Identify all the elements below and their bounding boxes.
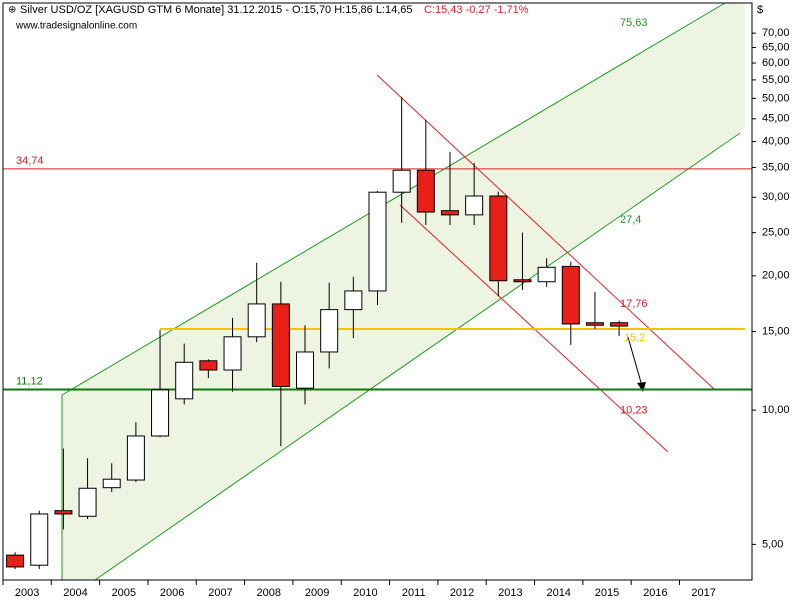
candle-body [30, 513, 49, 566]
x-tick-label: 2014 [546, 587, 570, 599]
y-tick-label: 5,00 [762, 538, 783, 550]
candle-body [78, 487, 97, 517]
y-tick-label: 35,00 [762, 161, 790, 173]
y-tick-label: 15,00 [762, 325, 790, 337]
x-tick-label: 2003 [15, 587, 39, 599]
x-tick-label: 2004 [63, 587, 87, 599]
horizontal-line-label: 15,2 [624, 332, 645, 344]
candle-body [465, 195, 484, 216]
candle-body [126, 435, 145, 481]
candle-body [102, 478, 121, 489]
y-tick-label: 30,00 [762, 191, 790, 203]
candle-body [6, 554, 25, 568]
y-tick-label: 40,00 [762, 135, 790, 147]
x-tick-label: 2009 [305, 587, 329, 599]
candle-body [537, 266, 556, 283]
annotation: 27,4 [620, 214, 641, 226]
x-tick-label: 2005 [112, 587, 136, 599]
x-tick-label: 2006 [160, 587, 184, 599]
chart-title: Silver USD/OZ [XAGUSD GTM 6 Monate] 31.1… [20, 4, 413, 16]
arrow [627, 336, 643, 387]
x-tick-label: 2013 [498, 587, 522, 599]
candle-body [392, 169, 411, 193]
candle-body [54, 510, 73, 515]
y-tick-label: 65,00 [762, 41, 790, 53]
y-tick-label: 55,00 [762, 74, 790, 86]
y-tick-label: 25,00 [762, 227, 790, 239]
candle-body [585, 322, 604, 326]
annotation: 10,23 [620, 405, 648, 417]
candle-body [271, 303, 290, 387]
horizontal-line-label: 11,12 [16, 375, 43, 387]
x-tick-label: 2012 [450, 587, 474, 599]
annotation: 17,76 [620, 298, 648, 310]
candle-body [175, 361, 194, 400]
x-tick-label: 2007 [208, 587, 232, 599]
subtitle: www.tradesignalonline.com [15, 21, 137, 32]
candle-body [320, 309, 339, 353]
candle-body [368, 191, 387, 292]
icon: ⊕ [8, 5, 16, 16]
x-tick-label: 2011 [402, 587, 426, 599]
y-unit: $ [757, 4, 763, 16]
x-tick-label: 2016 [643, 587, 667, 599]
y-tick-label: 10,00 [762, 404, 790, 416]
candle-body [296, 351, 315, 389]
trend-channel-fill [62, 3, 745, 580]
x-tick-label: 2008 [257, 587, 281, 599]
candle-body [489, 195, 508, 282]
y-tick-label: 60,00 [762, 57, 790, 69]
y-tick-label: 20,00 [762, 270, 790, 282]
chart-change: C:15,43 -0,27 -1,71% [424, 4, 529, 16]
x-tick-label: 2010 [353, 587, 377, 599]
candle-body [513, 279, 532, 283]
annotation: 75,63 [620, 17, 648, 29]
candle-body [247, 303, 266, 338]
y-tick-label: 70,00 [762, 27, 790, 39]
x-tick-label: 2017 [691, 587, 715, 599]
candle-body [151, 389, 170, 437]
candle-body [610, 322, 629, 327]
horizontal-line-label: 34,74 [16, 155, 44, 167]
candle-body [344, 290, 363, 311]
candle-body [199, 360, 218, 371]
x-tick-label: 2015 [595, 587, 619, 599]
candle-body [223, 336, 242, 371]
y-tick-label: 45,00 [762, 113, 790, 125]
candle-body [440, 210, 459, 216]
y-tick-label: 50,00 [762, 92, 790, 104]
plot-frame [2, 2, 753, 581]
candle-body [416, 169, 435, 213]
plot [3, 96, 752, 570]
candle-body [561, 265, 580, 325]
red-channel-line [376, 74, 716, 391]
channel-line [94, 132, 741, 581]
